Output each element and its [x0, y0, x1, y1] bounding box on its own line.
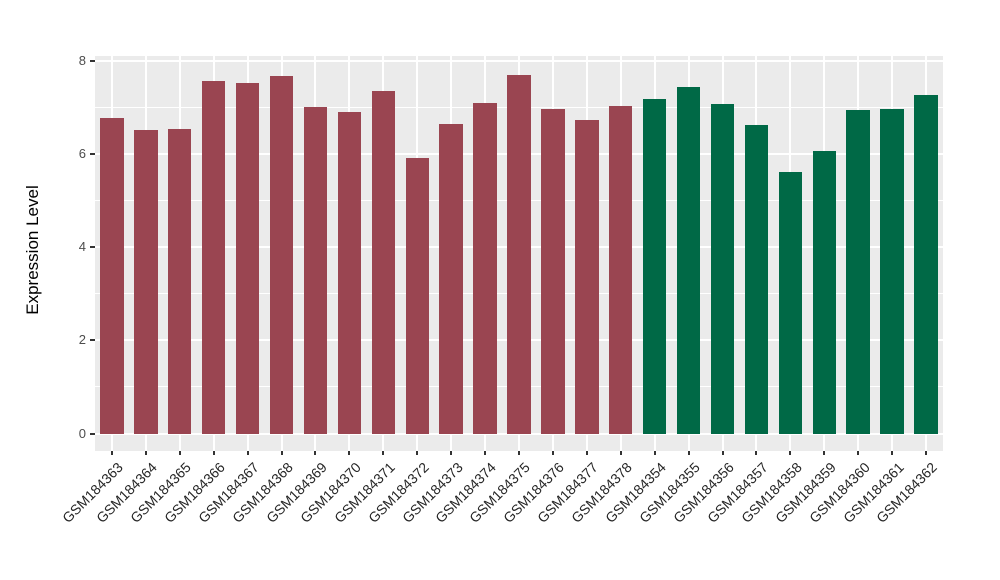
y-tick-mark-2 — [90, 339, 95, 342]
y-tick-label-0: 0 — [78, 425, 86, 441]
bars-layer — [95, 56, 943, 451]
bar-GSM184362 — [914, 94, 938, 434]
bar-GSM184369 — [303, 107, 328, 434]
bar-GSM184355 — [676, 86, 701, 434]
y-tick-mark-4 — [90, 246, 95, 249]
x-tick-mark-GSM184362 — [925, 451, 928, 455]
x-tick-mark-GSM184366 — [212, 451, 215, 455]
x-tick-mark-GSM184378 — [619, 451, 622, 455]
x-tick-mark-GSM184371 — [382, 451, 385, 455]
x-tick-mark-GSM184375 — [518, 451, 520, 455]
bar-GSM184370 — [337, 112, 362, 434]
bar-GSM184363 — [100, 117, 124, 434]
y-tick-label-2: 2 — [78, 332, 86, 348]
bar-GSM184373 — [439, 124, 463, 434]
y-tick-mark-8 — [90, 60, 95, 62]
bar-GSM184360 — [846, 110, 870, 434]
plot-panel — [95, 56, 943, 451]
bar-GSM184377 — [575, 120, 599, 434]
y-tick-label-4: 4 — [78, 239, 86, 255]
x-tick-mark-GSM184359 — [823, 451, 826, 455]
y-tick-label-8: 8 — [78, 53, 86, 68]
bar-GSM184368 — [269, 75, 294, 434]
x-tick-mark-GSM184373 — [450, 451, 453, 455]
bar-GSM184365 — [168, 128, 192, 434]
bar-GSM184375 — [507, 74, 531, 434]
bar-GSM184354 — [642, 99, 667, 434]
x-tick-mark-GSM184368 — [280, 451, 283, 455]
x-tick-mark-GSM184363 — [110, 451, 113, 455]
x-tick-mark-GSM184367 — [246, 451, 249, 455]
y-axis-title: Expression Level — [23, 185, 42, 315]
bar-GSM184367 — [235, 83, 260, 434]
x-tick-mark-GSM184377 — [585, 451, 588, 455]
x-tick-mark-GSM184357 — [755, 451, 758, 455]
bar-GSM184378 — [609, 106, 633, 434]
y-tick-label-6: 6 — [78, 146, 86, 162]
x-tick-mark-GSM184358 — [789, 451, 792, 455]
x-tick-mark-GSM184370 — [348, 451, 351, 455]
bar-GSM184376 — [541, 108, 565, 434]
bar-GSM184366 — [202, 81, 226, 434]
x-tick-mark-GSM184364 — [144, 451, 147, 455]
x-tick-mark-GSM184365 — [178, 451, 181, 455]
x-tick-mark-GSM184356 — [721, 451, 724, 455]
bar-GSM184356 — [710, 104, 735, 434]
x-tick-mark-GSM184360 — [857, 451, 860, 455]
bar-GSM184361 — [880, 109, 904, 434]
y-tick-mark-0 — [90, 432, 95, 435]
x-tick-mark-GSM184374 — [484, 451, 487, 455]
bar-GSM184371 — [371, 91, 395, 434]
x-tick-mark-GSM184369 — [314, 451, 317, 455]
y-tick-mark-6 — [90, 153, 95, 156]
bar-GSM184374 — [473, 102, 497, 434]
bar-GSM184358 — [778, 171, 803, 434]
bar-GSM184359 — [812, 150, 836, 434]
x-tick-mark-GSM184376 — [551, 451, 554, 455]
x-tick-mark-GSM184354 — [653, 451, 656, 455]
bar-GSM184372 — [405, 157, 429, 434]
bar-GSM184364 — [134, 129, 158, 434]
x-tick-mark-GSM184372 — [416, 451, 419, 455]
x-tick-mark-GSM184355 — [687, 451, 690, 455]
x-tick-mark-GSM184361 — [891, 451, 894, 455]
bar-GSM184357 — [744, 125, 769, 434]
